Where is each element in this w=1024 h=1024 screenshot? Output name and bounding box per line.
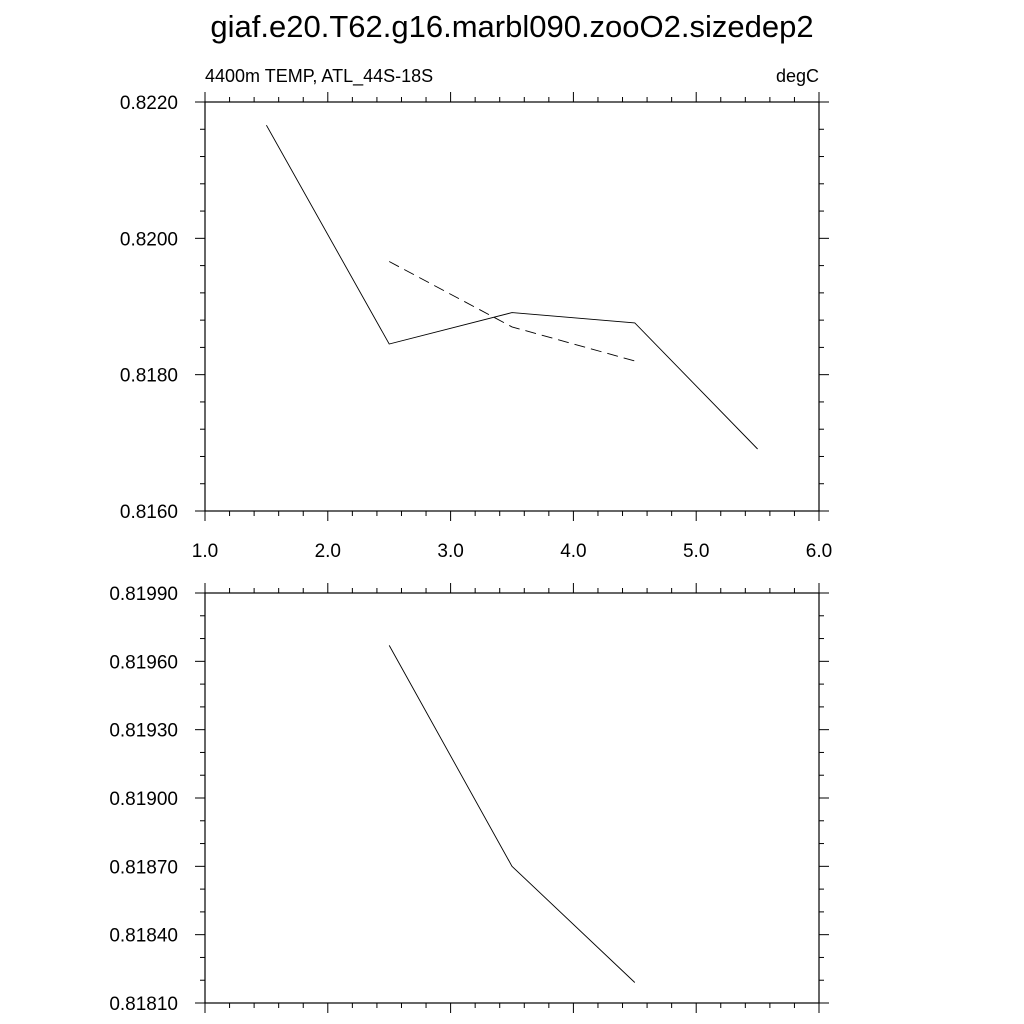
panel-left-label: 4400m TEMP, ATL_44S-18S xyxy=(205,66,433,87)
y-tick-label: 0.81840 xyxy=(109,926,178,947)
series-line-1 xyxy=(388,261,635,362)
y-tick-label: 0.8180 xyxy=(120,366,178,387)
x-tick-label: 2.0 xyxy=(315,541,341,562)
plot-frame xyxy=(204,592,820,1004)
x-tick-label: 5.0 xyxy=(683,541,709,562)
y-tick-label: 0.81930 xyxy=(109,721,178,742)
series-line-0 xyxy=(388,645,636,983)
figure-title: giaf.e20.T62.g16.marbl090.zooO2.sizedep2 xyxy=(210,9,813,44)
y-tick-label: 0.8160 xyxy=(120,502,178,523)
y-tick-label: 0.81870 xyxy=(109,857,178,878)
x-tick-label: 6.0 xyxy=(806,541,832,562)
y-tick-label: 0.8200 xyxy=(120,229,178,250)
panel-bottom: 0.81810 0.81840 0.81870 0.81900 0.81930 0.819… xyxy=(109,583,829,1015)
x-tick-label: 4.0 xyxy=(560,541,586,562)
y-tick-label: 0.8220 xyxy=(120,93,178,114)
plot-frame xyxy=(204,101,820,512)
y-tick-label: 0.81990 xyxy=(109,584,178,605)
panel-units-label: degC xyxy=(776,66,819,86)
x-tick-label: 3.0 xyxy=(437,541,463,562)
x-tick-label: 1.0 xyxy=(192,541,218,562)
y-tick-label: 0.81810 xyxy=(109,994,178,1015)
panel-top: 1.0 2.0 3.0 4.0 5.0 6.0 0.8160 0.8180 0.8200 0.82… xyxy=(120,66,832,562)
series-line-0 xyxy=(266,124,758,450)
y-tick-label: 0.81960 xyxy=(109,652,178,673)
y-tick-label: 0.81900 xyxy=(109,789,178,810)
